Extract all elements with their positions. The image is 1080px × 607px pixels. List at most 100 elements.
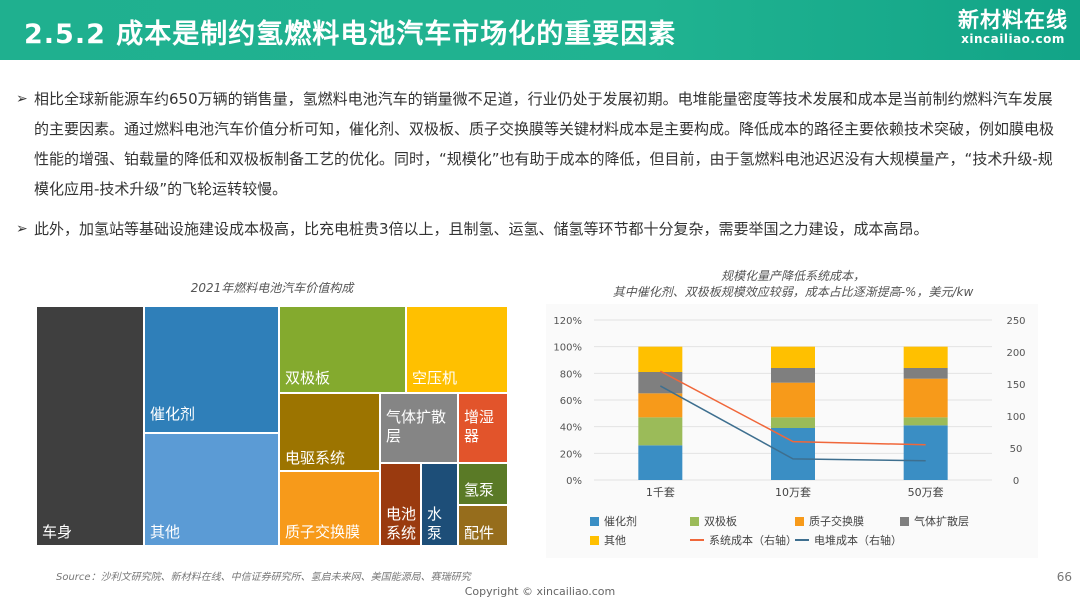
legend-item: 系统成本（右轴） [690,532,797,548]
treemap-label: 氢泵 [464,481,495,499]
bar-segment [903,425,948,480]
y-left-tick-label: 0% [566,476,582,487]
legend-swatch [900,517,909,526]
x-tick-label: 1千套 [646,486,675,499]
treemap-label: 空压机 [412,369,458,387]
y-right-tick-label: 100 [1006,412,1025,423]
paragraph-2-text: 此外，加氢站等基础设施建设成本极高，比充电桩贵3倍以上，且制氢、运氢、储氢等环节… [34,220,929,238]
y-right-tick-label: 50 [1010,444,1023,455]
y-left-tick-label: 40% [560,423,582,434]
treemap-cell-humidifier: 增湿器 [458,393,508,463]
legend-label: 气体扩散层 [914,515,969,528]
legend-item: 质子交换膜 [795,513,864,529]
bar-segment [638,372,683,394]
legend-swatch [590,517,599,526]
source-note: Source：沙利文研究院、新材料在线、中信证券研究所、氢启未来网、美国能源局、… [56,572,471,583]
treemap-cell-air-compressor: 空压机 [406,306,508,393]
bar-segment [903,378,948,418]
treemap-label: 质子交换膜 [285,523,361,541]
bar-segment [771,382,815,418]
combo-chart: 0% 20% 40% 60% 80% 100% 120% 0 50 100 150 200 250 1千套… [553,316,1025,499]
bar-segment [638,393,683,418]
x-tick-label: 50万套 [908,486,944,499]
bar-segment [903,368,948,379]
treemap-label: 配件 [464,524,495,542]
legend-item: 双极板 [690,513,737,529]
bar-segment [903,417,948,426]
treemap-cell-accessories: 配件 [458,505,508,546]
page-number: 66 [1056,570,1072,584]
treemap-cell-water-pump: 水泵 [421,463,458,546]
treemap-label: 增湿器 [464,408,495,445]
bar-segment [771,368,815,383]
x-tick-label: 10万套 [775,486,811,499]
treemap-label: 其他 [150,523,181,541]
bullet-icon: ➢ [16,221,28,237]
y-left-tick-label: 80% [560,369,582,380]
legend-line [795,539,809,541]
chart-title: 规模化量产降低系统成本， 其中催化剂、双极板规模效应较弱，成本占比逐渐提高-%，… [548,268,1038,300]
page-title: 2.5.2 成本是制约氢燃料电池汽车市场化的重要因素 [24,19,677,50]
legend-item: 电堆成本（右轴） [795,532,902,548]
treemap-label: 双极板 [285,369,331,387]
bar-segment [638,445,683,480]
treemap: 车身 催化剂 其他 双极板 空压机 电驱系统 气体扩散层 增湿器 质子交换膜 电… [36,306,508,546]
treemap-label: 气体扩散层 [386,408,447,445]
legend-label: 双极板 [704,515,737,528]
y-right-tick-label: 250 [1006,316,1025,327]
bar-segment [903,346,948,368]
treemap-label: 电池系统 [386,505,417,542]
series-line [659,385,926,462]
legend-item: 气体扩散层 [900,513,969,529]
y-left-tick-label: 100% [553,343,582,354]
treemap-cell-pem: 质子交换膜 [279,471,380,546]
y-right-tick-label: 0 [1013,476,1019,487]
y-left-tick-label: 120% [553,316,582,327]
legend-label: 电堆成本（右轴） [814,534,902,547]
series-line [659,370,926,446]
treemap-cell-battery-system: 电池系统 [380,463,421,546]
bar-segment [771,346,815,368]
legend-item: 其他 [590,532,626,548]
treemap-cell-hydrogen-pump: 氢泵 [458,463,508,505]
treemap-cell-other: 其他 [144,433,279,546]
treemap-cell-body: 车身 [36,306,144,546]
logo-text: 新材料在线 [958,8,1068,32]
treemap-cell-electric-drive: 电驱系统 [279,393,380,471]
paragraph-2: ➢ 此外，加氢站等基础设施建设成本极高，比充电桩贵3倍以上，且制氢、运氢、储氢等… [16,214,1064,244]
y-left-tick-label: 20% [560,449,582,460]
legend-swatch [690,517,699,526]
copyright: Copyright © xincailiao.com [464,585,616,598]
treemap-cell-catalyst: 催化剂 [144,306,279,433]
chart-title-line1: 规模化量产降低系统成本， [720,269,865,283]
y-right-tick-label: 150 [1006,380,1025,391]
treemap-label: 车身 [42,523,73,541]
bar-segment [771,417,815,428]
y-left-tick-label: 60% [560,396,582,407]
legend-label: 系统成本（右轴） [709,534,797,547]
paragraph-1-text: 相比全球新能源车约650万辆的销售量，氢燃料电池汽车的销量微不足道，行业仍处于发… [34,90,1055,198]
bar-segment [638,346,683,372]
chart-title-line2: 其中催化剂、双极板规模效应较弱，成本占比逐渐提高-%，美元/kw [612,285,974,299]
bar-segment [638,417,683,446]
bullet-icon: ➢ [16,91,28,107]
legend-label: 质子交换膜 [809,515,864,528]
legend-line [690,539,704,541]
legend-label: 催化剂 [604,515,637,528]
legend-label: 其他 [604,534,626,547]
brand-logo: 新材料在线 xincailiao.com [958,8,1068,46]
treemap-cell-gas-diffusion-layer: 气体扩散层 [380,393,458,463]
paragraph-1: ➢ 相比全球新能源车约650万辆的销售量，氢燃料电池汽车的销量微不足道，行业仍处… [16,84,1064,204]
treemap-label: 电驱系统 [285,449,346,467]
legend-swatch [590,536,599,545]
y-right-tick-label: 200 [1006,348,1025,359]
treemap-cell-bipolar-plate: 双极板 [279,306,406,393]
legend-swatch [795,517,804,526]
treemap-label: 水泵 [427,505,443,542]
bar-segment [771,428,815,480]
treemap-label: 催化剂 [150,405,196,423]
title-bar: 2.5.2 成本是制约氢燃料电池汽车市场化的重要因素 新材料在线 xincail… [0,0,1080,60]
treemap-title: 2021年燃料电池汽车价值构成 [190,281,354,295]
logo-url: xincailiao.com [961,32,1065,46]
legend-item: 催化剂 [590,513,637,529]
